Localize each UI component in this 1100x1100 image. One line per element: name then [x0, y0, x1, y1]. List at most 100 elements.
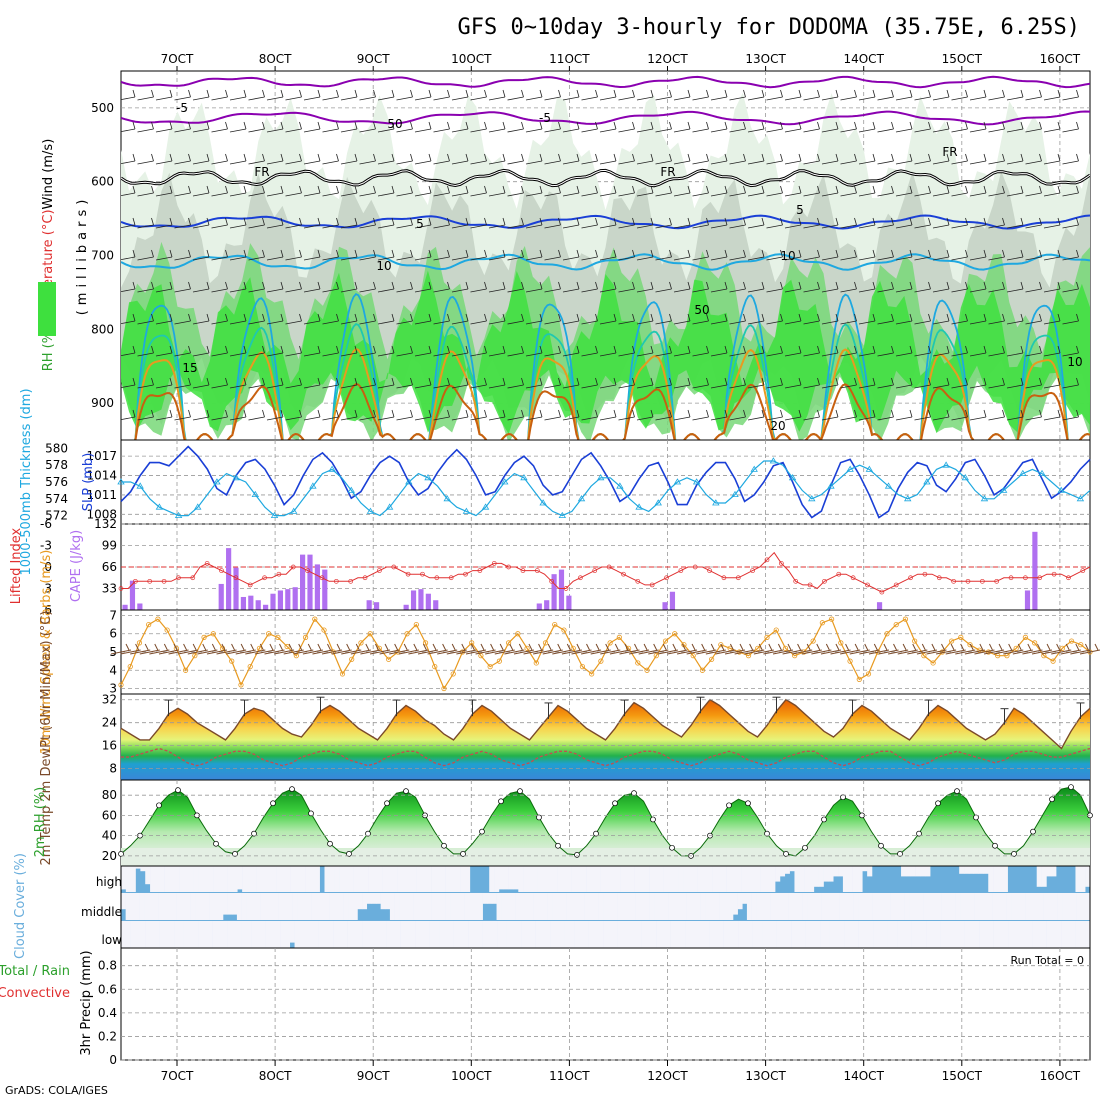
- cloud-clear-block: [828, 866, 834, 882]
- wind-barb: [988, 96, 1005, 101]
- wind-barb: [835, 89, 839, 98]
- wind-barb: [243, 281, 247, 290]
- wind-barb: [377, 288, 395, 293]
- wind-barb: [743, 377, 746, 386]
- cloud-clear-block: [463, 921, 469, 948]
- lifted-index-marker: [333, 578, 339, 584]
- wind-speed-marker: [967, 642, 973, 648]
- temp-tick-label: 16: [102, 739, 117, 753]
- wind-barb: [803, 160, 820, 165]
- rh-marker: [232, 851, 238, 857]
- cloud-clear-block: [339, 866, 345, 892]
- wind-barb: [369, 649, 391, 655]
- wind-barb: [558, 313, 561, 322]
- wind-barb: [988, 416, 1005, 421]
- wind-speed-marker: [598, 658, 604, 664]
- wind-barb: [414, 320, 432, 325]
- wind-barb: [710, 96, 728, 101]
- wind-barb: [909, 121, 913, 130]
- wind-barb: [248, 224, 265, 229]
- cloud-clear-block: [511, 921, 517, 948]
- wind-barb: [373, 409, 376, 418]
- wind-barb: [1017, 643, 1022, 651]
- contour-label: 10: [376, 259, 391, 273]
- wind-barb: [761, 345, 765, 354]
- wind-barb: [988, 352, 1005, 357]
- cloud-clear-block: [429, 921, 435, 948]
- wind-speed-marker: [782, 645, 789, 651]
- cloud-clear-block: [148, 893, 154, 920]
- cloud-clear-block: [788, 893, 794, 920]
- wind-barb: [373, 121, 376, 130]
- wind-barb: [539, 185, 543, 194]
- wind-barb: [618, 384, 635, 389]
- wind-barb: [928, 249, 931, 258]
- lifted-index-marker: [1051, 571, 1057, 577]
- wind-barb: [1036, 643, 1041, 651]
- precip-ylabel: 3hr Precip (mm): [79, 950, 94, 1055]
- wind-barb: [1084, 643, 1089, 651]
- wind-barb: [470, 224, 487, 229]
- isotherm-line: [121, 214, 1090, 230]
- wind-barb: [507, 96, 524, 101]
- wind-barb: [724, 121, 728, 130]
- wind-barb: [243, 377, 247, 386]
- wind-barb: [672, 643, 677, 651]
- cloud-clear-block: [672, 893, 678, 920]
- cloud-clear-block: [213, 893, 219, 920]
- cloud-clear-block: [607, 893, 613, 920]
- cloud-clear-block: [130, 893, 136, 920]
- wind-barb: [821, 192, 839, 197]
- cloud-clear-block: [334, 866, 340, 892]
- wind-barb: [571, 649, 592, 655]
- wind-barb: [121, 96, 136, 101]
- cloud-clear-block: [405, 921, 411, 948]
- wind-barb: [1020, 281, 1024, 290]
- cape-bar: [1024, 590, 1031, 610]
- cloud-clear-block: [775, 866, 781, 882]
- wind-barb: [747, 352, 765, 357]
- wind-speed-marker: [155, 616, 161, 622]
- wind-barb: [248, 384, 265, 389]
- cloud-clear-block: [685, 921, 691, 948]
- thickness-marker: [884, 482, 893, 489]
- rh-marker: [840, 794, 846, 801]
- wind-barb: [872, 217, 876, 226]
- wind-barb: [739, 643, 744, 651]
- wind-barb: [206, 153, 210, 162]
- wind-barb: [262, 185, 265, 194]
- wind-barb: [211, 320, 228, 325]
- wind-barb: [437, 649, 458, 655]
- wind-barb: [761, 153, 765, 162]
- precip-panel-frame: [120, 947, 1091, 1061]
- wind-barb: [821, 128, 839, 133]
- wind-barb: [447, 377, 450, 386]
- wind-barb: [687, 89, 691, 98]
- wind-barb: [132, 89, 136, 98]
- wind-barb: [488, 384, 506, 389]
- thickness-marker: [136, 482, 144, 489]
- cloud-clear-block: [468, 893, 474, 920]
- wind-tick-label: 7: [109, 608, 117, 622]
- wind-barb: [137, 288, 154, 293]
- wind-barb: [946, 153, 950, 162]
- cloud-clear-block: [723, 893, 729, 920]
- cloud-clear-block: [236, 893, 242, 920]
- wind-barb: [989, 643, 993, 651]
- cloud-clear-block: [705, 893, 711, 920]
- isotherm-line: [121, 75, 1090, 89]
- wind-barb: [132, 409, 136, 418]
- wind-barb: [888, 649, 909, 655]
- lifted-index-marker: [865, 582, 870, 588]
- cloud-clear-block: [453, 921, 459, 948]
- cloud-clear-block: [232, 893, 238, 915]
- cloud-clear-block: [280, 921, 286, 948]
- wind-speed-marker: [589, 671, 595, 677]
- cloud-clear-block: [198, 866, 204, 892]
- wind-barb: [539, 281, 543, 290]
- wind-barb: [798, 409, 802, 418]
- wind-barb: [121, 416, 136, 421]
- wind-barb: [650, 409, 654, 418]
- cloud-clear-block: [654, 893, 660, 920]
- wind-barb: [859, 649, 880, 655]
